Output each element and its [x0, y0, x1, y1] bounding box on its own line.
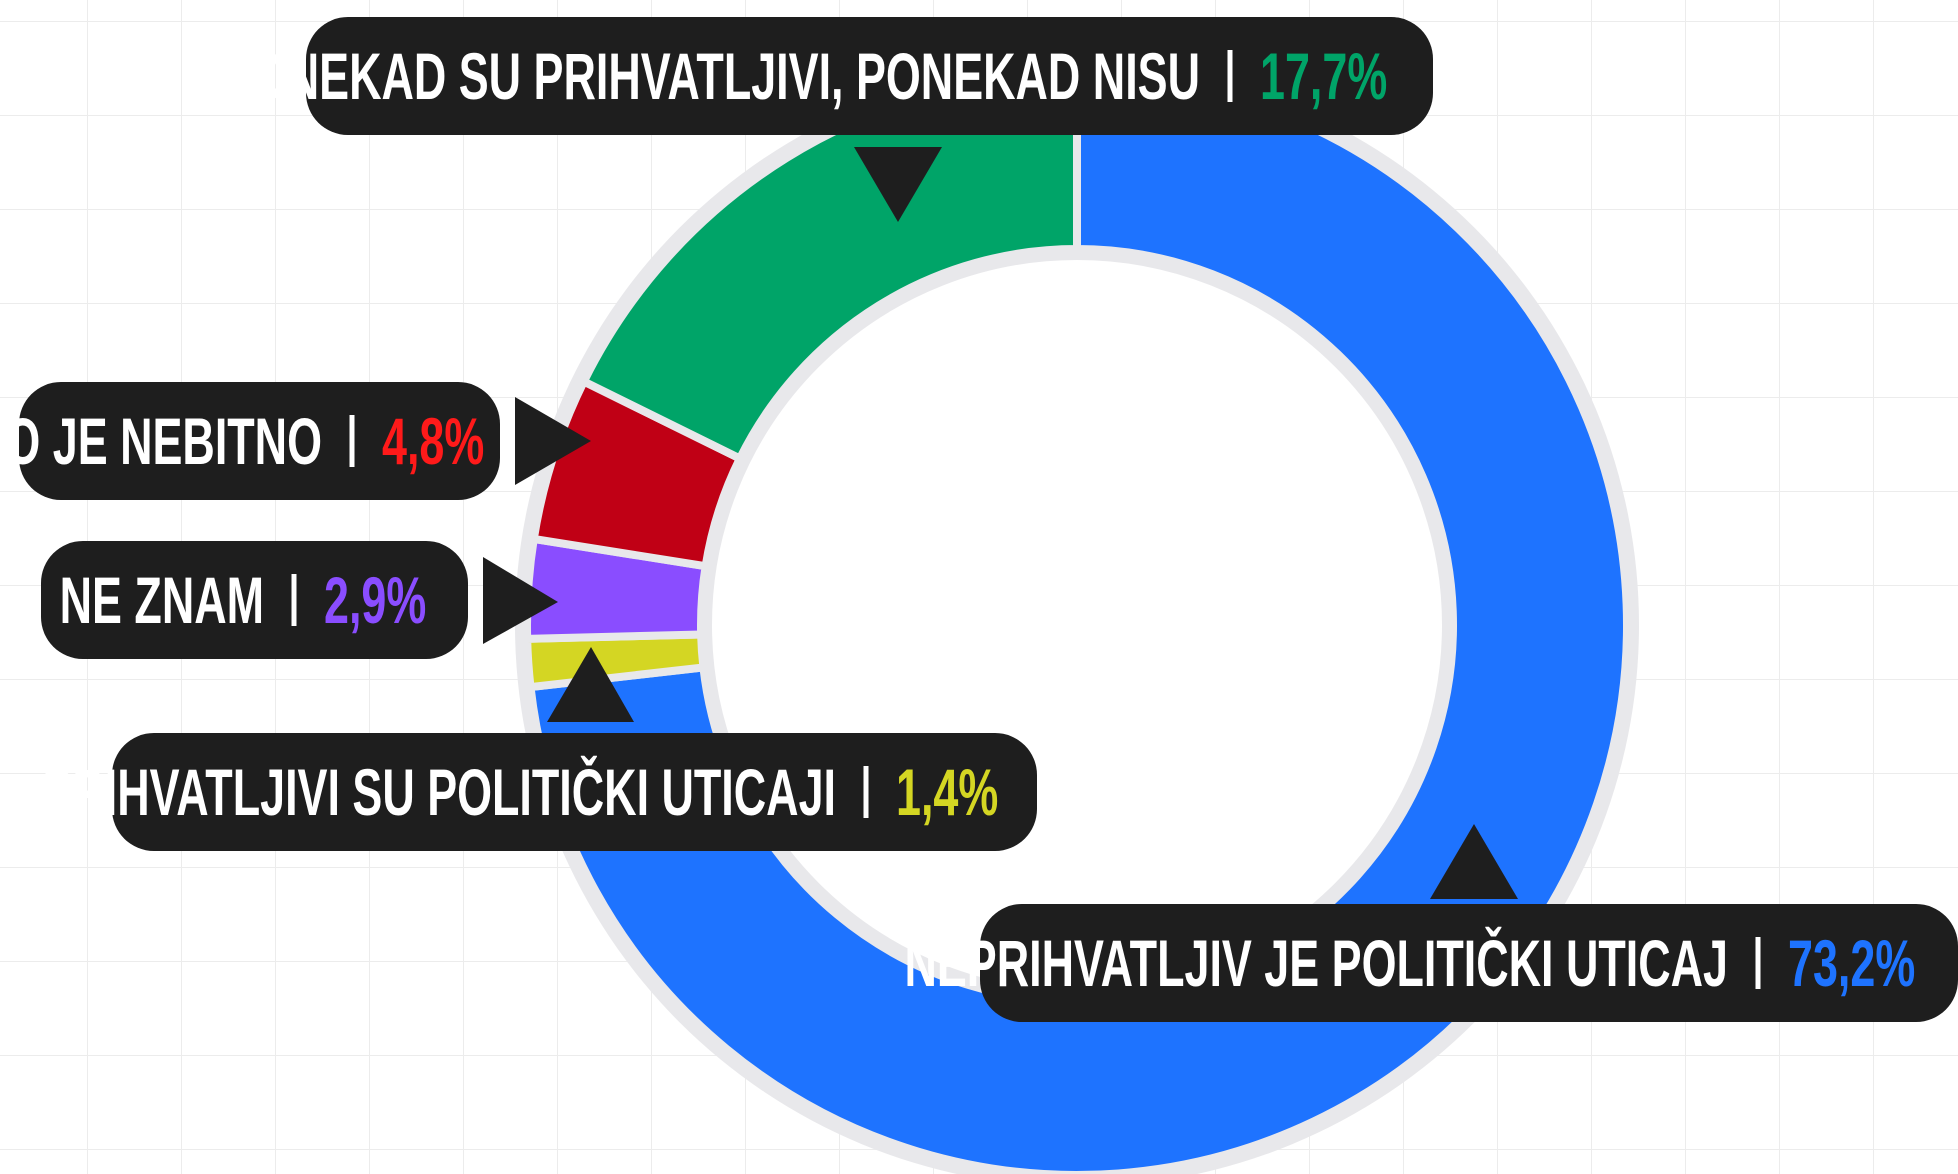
label-name: PONEKAD SU PRIHVATLJIVI, PONEKAD NISU — [222, 39, 1200, 113]
label-name: NE ZNAM — [60, 563, 264, 637]
value-label: 1,4% — [896, 755, 998, 829]
label-box — [980, 904, 1958, 1022]
value-label: 4,8% — [382, 404, 484, 478]
donut-segment — [526, 70, 1631, 1174]
label-name: TO JE NEBITNO — [0, 404, 322, 478]
label-name: NEPRIHVATLJIV JE POLITIČKI UTICAJ — [904, 926, 1728, 1000]
labels: NEPRIHVATLJIV JE POLITIČKI UTICAJ 73,2% PR… — [0, 17, 1958, 1022]
pointer — [547, 647, 634, 722]
value-label: 17,7% — [1260, 39, 1387, 113]
label-box — [306, 17, 1433, 135]
ring-inner — [702, 250, 1452, 1000]
pointer — [515, 397, 591, 485]
donut — [515, 63, 1639, 1174]
pointer — [854, 147, 942, 222]
label-box — [19, 382, 500, 500]
label-box — [41, 541, 468, 659]
label-name: PRIHVATLJIVI SU POLITIČKI UTICAJI — [42, 755, 836, 829]
label-box — [112, 733, 1037, 851]
pointer — [1430, 824, 1518, 899]
value-label: 2,9% — [324, 563, 426, 637]
value-label: 73,2% — [1788, 926, 1915, 1000]
pointer — [483, 557, 558, 644]
